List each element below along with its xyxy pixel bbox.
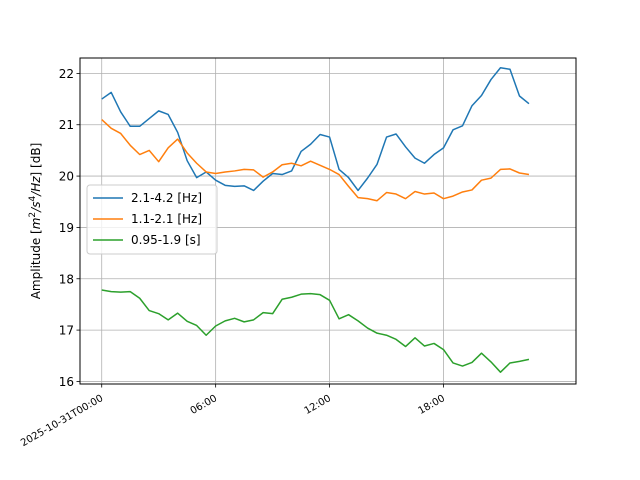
- y-axis-label-exp2: 2: [28, 212, 38, 218]
- legend-label-series-2: 1.1-2.1 [Hz]: [131, 212, 202, 226]
- grid-lines: [80, 58, 576, 384]
- series-line-2: [101, 119, 530, 202]
- y-axis-label-m: m: [29, 218, 43, 230]
- y-axis-label: Amplitude [m2/s4/Hz] [dB]: [28, 143, 43, 300]
- y-axis-ticks: 16 17 18 19 20 21 22: [59, 67, 80, 389]
- plot-lines: [101, 67, 530, 373]
- legend-label-series-3: 0.95-1.9 [s]: [131, 233, 201, 247]
- y-tick-label: 22: [59, 67, 74, 81]
- y-tick-label: 19: [59, 221, 74, 235]
- legend-label-series-1: 2.1-4.2 [Hz]: [131, 191, 202, 205]
- legend: 2.1-4.2 [Hz] 1.1-2.1 [Hz] 0.95-1.9 [s]: [86, 184, 218, 255]
- series-line-1: [101, 67, 530, 192]
- series-line-3: [101, 289, 530, 373]
- y-tick-label: 17: [59, 324, 74, 338]
- y-tick-label: 20: [59, 170, 74, 184]
- y-axis-label-slash-s: /s: [29, 202, 43, 213]
- y-tick-label: 21: [59, 118, 74, 132]
- plot-area-frame: [79, 57, 577, 385]
- y-tick-label: 18: [59, 272, 74, 286]
- y-axis-label-exp4: 4: [28, 196, 38, 202]
- y-axis-label-prefix: Amplitude [: [29, 229, 43, 299]
- y-axis-label-suffix: ] [dB]: [29, 143, 43, 177]
- legend-box: [86, 184, 218, 255]
- y-axis-label-slash-hz: /Hz: [29, 176, 43, 197]
- y-tick-label: 16: [59, 375, 74, 389]
